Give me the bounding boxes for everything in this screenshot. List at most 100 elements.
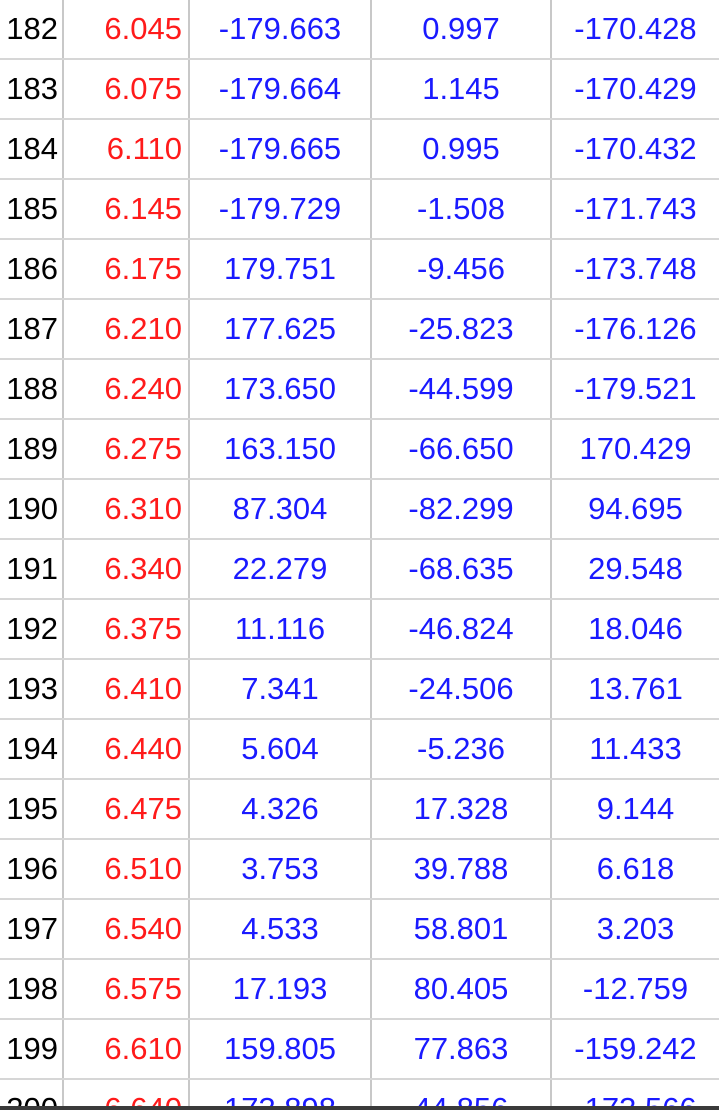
blue-value-cell-2[interactable]: -25.823 [371,299,552,360]
blue-value-cell-1[interactable]: -179.664 [189,59,372,120]
red-value-cell[interactable]: 6.510 [63,839,190,900]
row-index-cell[interactable]: 196 [0,839,64,900]
row-index-cell[interactable]: 200 [0,1079,64,1110]
blue-value-cell-3[interactable]: -170.429 [551,59,719,120]
blue-value-cell-1[interactable]: -179.729 [189,179,372,240]
blue-value-cell-2[interactable]: 58.801 [371,899,552,960]
blue-value-cell-3[interactable]: 3.203 [551,899,719,960]
row-index-cell[interactable]: 190 [0,479,64,540]
blue-value-cell-1[interactable]: 87.304 [189,479,372,540]
red-value-cell[interactable]: 6.275 [63,419,190,480]
blue-value-cell-3[interactable]: -173.748 [551,239,719,300]
blue-value-cell-3[interactable]: 29.548 [551,539,719,600]
blue-value-cell-3[interactable]: -170.428 [551,0,719,60]
blue-value-cell-3[interactable]: -176.126 [551,299,719,360]
blue-value-cell-3[interactable]: -173.566 [574,1091,697,1110]
row-index-cell[interactable]: 188 [0,359,64,420]
blue-value-cell-2[interactable]: 0.997 [371,0,552,60]
row-index-cell[interactable]: 198 [0,959,64,1020]
blue-value-cell-1[interactable]: 17.193 [189,959,372,1020]
blue-value-cell-1[interactable]: 22.279 [189,539,372,600]
blue-value-cell-2[interactable]: -5.236 [371,719,552,780]
blue-value-cell-2[interactable]: -66.650 [371,419,552,480]
row-index-cell[interactable]: 183 [0,59,64,120]
red-value-cell[interactable]: 6.240 [63,359,190,420]
blue-value-cell-1[interactable]: 163.150 [189,419,372,480]
blue-value-cell-2[interactable]: 80.405 [371,959,552,1020]
red-value-cell[interactable]: 6.310 [63,479,190,540]
blue-value-cell-2[interactable]: -44.599 [371,359,552,420]
row-index-cell[interactable]: 197 [0,899,64,960]
row-index-cell[interactable]: 192 [0,599,64,660]
blue-value-cell-2[interactable]: 1.145 [371,59,552,120]
blue-value-cell-1[interactable]: 5.604 [189,719,372,780]
blue-value-cell-1[interactable]: 179.751 [189,239,372,300]
red-value-cell[interactable]: 6.045 [63,0,190,60]
row-index-cell[interactable]: 193 [0,659,64,720]
blue-value-cell-2[interactable]: 39.788 [371,839,552,900]
blue-value-cell-2[interactable]: -82.299 [371,479,552,540]
blue-value-cell-2[interactable]: -9.456 [371,239,552,300]
blue-value-cell-2[interactable]: -24.506 [371,659,552,720]
blue-value-cell-2[interactable]: -46.824 [371,599,552,660]
red-value-cell[interactable]: 6.575 [63,959,190,1020]
blue-value-cell-1[interactable]: -179.663 [189,0,372,60]
row-index-cell[interactable]: 194 [0,719,64,780]
table-row: 199 6.610 159.805 77.863 -159.242 [0,1019,719,1080]
blue-value-cell-3[interactable]: 170.429 [551,419,719,480]
blue-value-cell-1[interactable]: 4.533 [189,899,372,960]
red-value-cell[interactable]: 6.075 [63,59,190,120]
row-index-cell[interactable]: 195 [0,779,64,840]
blue-value-cell-3[interactable]: 6.618 [551,839,719,900]
row-index-cell[interactable]: 191 [0,539,64,600]
row-index-cell[interactable]: 184 [0,119,64,180]
blue-value-cell-1[interactable]: 177.625 [189,299,372,360]
blue-value-cell-1[interactable]: 173.650 [189,359,372,420]
table-row: 190 6.310 87.304 -82.299 94.695 [0,479,719,540]
blue-value-cell-3[interactable]: -170.432 [551,119,719,180]
blue-value-cell-3[interactable]: 18.046 [551,599,719,660]
red-value-cell[interactable]: 6.175 [63,239,190,300]
blue-value-cell-1[interactable]: 173.898 [189,1079,372,1110]
blue-value-cell-3[interactable]: 13.761 [551,659,719,720]
red-value-cell[interactable]: 6.210 [63,299,190,360]
red-value-cell[interactable]: 6.145 [63,179,190,240]
blue-value-cell-2[interactable]: 77.863 [371,1019,552,1080]
row-index-cell[interactable]: 199 [0,1019,64,1080]
row-index-cell[interactable]: 185 [0,179,64,240]
blue-value-cell-1[interactable]: 4.326 [189,779,372,840]
row-index-cell[interactable]: 182 [0,0,64,60]
red-value-cell[interactable]: 6.410 [63,659,190,720]
red-value-cell[interactable]: 6.110 [63,119,190,180]
blue-value-cell-1[interactable]: 11.116 [189,599,372,660]
row-index-cell[interactable]: 186 [0,239,64,300]
red-value-cell[interactable]: 6.540 [63,899,190,960]
red-value-cell[interactable]: 6.610 [63,1019,190,1080]
table-row: 187 6.210 177.625 -25.823 -176.126 [0,299,719,360]
row-index-cell[interactable]: 187 [0,299,64,360]
blue-value-cell-1[interactable]: 7.341 [189,659,372,720]
red-value-cell[interactable]: 6.340 [63,539,190,600]
red-value-cell[interactable]: 6.440 [63,719,190,780]
blue-value-cell-2[interactable]: -1.508 [371,179,552,240]
row-index-cell[interactable]: 189 [0,419,64,480]
blue-value-cell-3[interactable]: -12.759 [551,959,719,1020]
blue-value-cell-1[interactable]: 3.753 [189,839,372,900]
blue-value-cell-2[interactable]: 17.328 [371,779,552,840]
blue-value-cell-2[interactable]: -68.635 [371,539,552,600]
blue-value-cell-3[interactable]: 9.144 [551,779,719,840]
blue-value-cell-3[interactable]: 11.433 [551,719,719,780]
blue-value-cell-3[interactable]: -159.242 [551,1019,719,1080]
blue-value-cell-3[interactable]: -179.521 [551,359,719,420]
blue-value-cell-3[interactable]: 94.695 [551,479,719,540]
red-value-cell[interactable]: 6.375 [63,599,190,660]
blue-value-cell-1[interactable]: 159.805 [189,1019,372,1080]
blue-value-cell-2[interactable]: 44.856 [371,1079,552,1110]
blue-value-cell-1[interactable]: -179.665 [189,119,372,180]
red-value-cell[interactable]: 6.475 [63,779,190,840]
blue-value-cell-3[interactable]: -171.743 [551,179,719,240]
blue-value-cell-2[interactable]: 0.995 [371,119,552,180]
red-value-cell[interactable]: 6.640 [63,1079,190,1110]
